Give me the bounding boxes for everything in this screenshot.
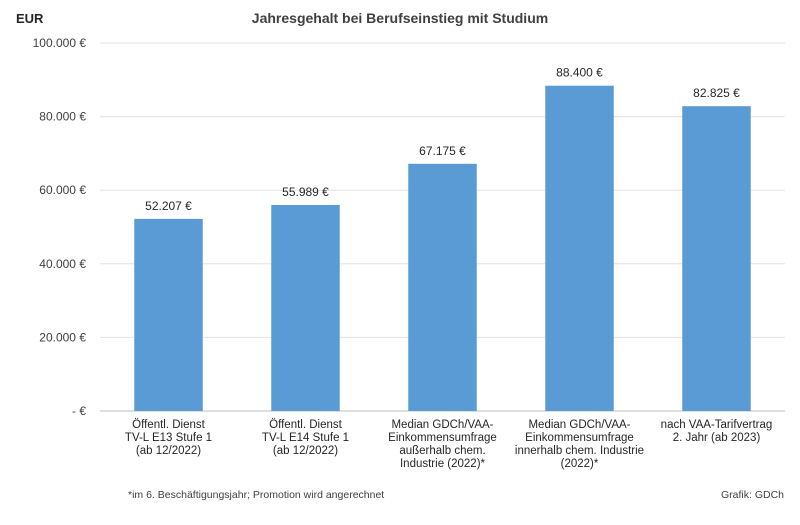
x-category-label: nach VAA-Tarifvertrag 2. Jahr (ab 2023) [661,419,773,444]
bar [545,85,614,412]
data-label: 52.207 € [145,199,192,213]
bar [682,106,751,411]
bar [134,218,203,411]
y-unit-label: EUR [16,11,44,26]
x-category-label: Median GDCh/VAA-Einkommensumfrage innerha… [515,419,644,470]
x-category-label: Öffentl. Dienst TV-L E14 Stufe 1 (ab 12/20… [262,419,349,457]
y-tick-label: - € [72,404,86,418]
source-credit: Grafik: GDCh [720,489,784,501]
data-label: 82.825 € [693,86,740,100]
data-label: 55.989 € [282,185,329,199]
y-tick-label: 20.000 € [39,330,86,344]
footnote: *im 6. Beschäftigungsjahr; Promotion wir… [128,489,385,501]
bar [408,163,477,411]
y-tick-label: 80.000 € [39,110,86,124]
x-category-label: Öffentl. Dienst TV-L E13 Stufe 1 (ab 12/20… [125,419,212,457]
data-label: 88.400 € [556,66,603,80]
bar [271,204,340,411]
x-category-label: Median GDCh/VAA-Einkommensumfrage außerha… [388,419,497,470]
data-label: 67.175 € [419,144,466,158]
chart-title: Jahresgehalt bei Berufseinstieg mit Stud… [251,10,549,26]
y-tick-label: 100.000 € [33,36,87,50]
y-tick-label: 60.000 € [39,183,86,197]
y-tick-label: 40.000 € [39,257,86,271]
